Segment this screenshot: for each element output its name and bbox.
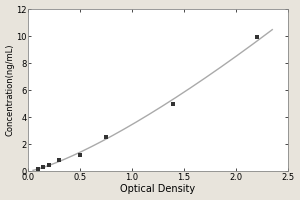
Y-axis label: Concentration(ng/mL): Concentration(ng/mL) [6, 44, 15, 136]
X-axis label: Optical Density: Optical Density [120, 184, 195, 194]
